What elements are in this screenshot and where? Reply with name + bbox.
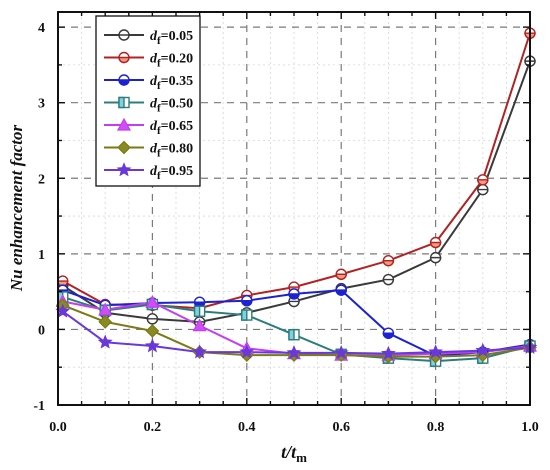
- y-tick-label: 3: [38, 97, 45, 112]
- legend-label-value: =0.05: [161, 29, 193, 44]
- legend-label-subscript: f: [157, 103, 161, 115]
- series-7-point: [475, 342, 491, 357]
- series-5-point: [98, 302, 113, 316]
- legend-label-main: d: [150, 164, 158, 179]
- series-7-point: [380, 345, 396, 360]
- x-tick-label: 0.0: [49, 420, 67, 435]
- legend-label-main: d: [150, 52, 158, 67]
- series-4-point: [241, 309, 253, 321]
- series-6-point: [98, 315, 113, 329]
- legend: df=0.05df=0.20df=0.35df=0.50df=0.65df=0.…: [95, 15, 201, 187]
- series-1-point: [429, 251, 442, 264]
- legend-item: df=0.05: [104, 29, 193, 47]
- legend-label: df=0.80: [150, 142, 193, 160]
- legend-marker: [118, 51, 130, 64]
- series-2-point: [429, 236, 442, 249]
- x-tick-label: 1.0: [521, 420, 539, 435]
- legend-box: [95, 15, 201, 187]
- series-7-point: [333, 345, 349, 360]
- y-tick-label: -1: [33, 399, 45, 414]
- legend-item: df=0.95: [104, 162, 193, 182]
- legend-marker: [118, 29, 130, 41]
- y-tick-label: 4: [38, 21, 45, 36]
- series-7-point: [428, 344, 444, 359]
- legend-item: df=0.65: [104, 117, 193, 137]
- legend-label-value: =0.35: [161, 74, 193, 89]
- legend-label-main: d: [150, 29, 158, 44]
- legend-label: df=0.95: [150, 164, 193, 182]
- legend-label-value: =0.50: [161, 97, 193, 112]
- series-7-point: [144, 338, 160, 353]
- legend-label: df=0.20: [150, 52, 193, 70]
- legend-label: df=0.50: [150, 97, 193, 115]
- legend-item: df=0.35: [104, 74, 193, 92]
- x-tick-label: 0.6: [332, 420, 350, 435]
- series-7-point: [192, 344, 208, 359]
- tick-labels: 0.0 0.2 0.4 0.6 0.8 1.0 -1 0 1 2 3 4: [33, 21, 538, 435]
- series-6-point: [145, 324, 160, 338]
- legend-marker: [117, 140, 131, 155]
- x-tick-label: 0.4: [238, 420, 256, 435]
- series-6-point: [475, 348, 490, 362]
- series-3-point: [241, 295, 253, 307]
- series-markers: [55, 27, 538, 367]
- axes: [57, 11, 531, 406]
- legend-label-value: =0.80: [161, 142, 193, 157]
- x-tick-label: 0.2: [144, 420, 162, 435]
- legend-item: df=0.50: [104, 97, 193, 115]
- series-4-point: [193, 305, 206, 317]
- y-tick-label: 1: [38, 248, 45, 263]
- legend-label-subscript: f: [157, 35, 161, 47]
- legend-marker: [116, 162, 132, 177]
- legend-item: df=0.20: [104, 52, 193, 70]
- legend-label-value: =0.65: [161, 119, 193, 134]
- y-axis-label: Nu enhancement factor: [7, 125, 26, 293]
- x-axis-label-subscript: m: [296, 450, 307, 465]
- x-tick-label: 0.8: [427, 420, 445, 435]
- series-3-point: [288, 288, 300, 300]
- series-7-point: [286, 345, 302, 360]
- legend-item: df=0.80: [104, 140, 193, 160]
- series-5-point: [192, 318, 207, 332]
- legend-label-main: d: [150, 119, 158, 134]
- x-axis-label-main: t/t: [281, 442, 297, 462]
- series-1-point: [382, 273, 395, 286]
- series-2-point: [382, 254, 395, 267]
- series-1-point: [477, 183, 489, 196]
- series-2-point: [335, 268, 347, 280]
- legend-marker: [118, 74, 130, 86]
- legend-label-value: =0.95: [161, 164, 193, 179]
- y-tick-label: 0: [38, 323, 45, 338]
- series-1-point: [146, 313, 159, 325]
- legend-label-subscript: f: [157, 80, 161, 92]
- legend-marker: [116, 117, 132, 131]
- legend-label-subscript: f: [157, 125, 161, 137]
- legend-label: df=0.35: [150, 74, 193, 92]
- legend-label-main: d: [150, 74, 158, 89]
- x-axis-label: t/tm: [281, 442, 307, 465]
- legend-label-subscript: f: [157, 148, 161, 160]
- series-4-point: [288, 329, 300, 341]
- series-5-point: [145, 294, 160, 308]
- legend-label-subscript: f: [157, 58, 161, 70]
- legend-label-main: d: [150, 97, 158, 112]
- series-3-point: [335, 284, 347, 296]
- y-tick-label: 2: [38, 172, 45, 187]
- series-2-point: [477, 174, 489, 186]
- legend-label: df=0.65: [150, 119, 193, 137]
- series-7-point: [239, 344, 255, 359]
- legend-label: df=0.05: [150, 29, 193, 47]
- legend-label-subscript: f: [157, 170, 161, 182]
- series-7-point: [97, 334, 113, 349]
- legend-label-value: =0.20: [161, 52, 193, 67]
- series-3-point: [382, 327, 395, 339]
- legend-label-main: d: [150, 142, 158, 157]
- legend-marker: [118, 96, 130, 109]
